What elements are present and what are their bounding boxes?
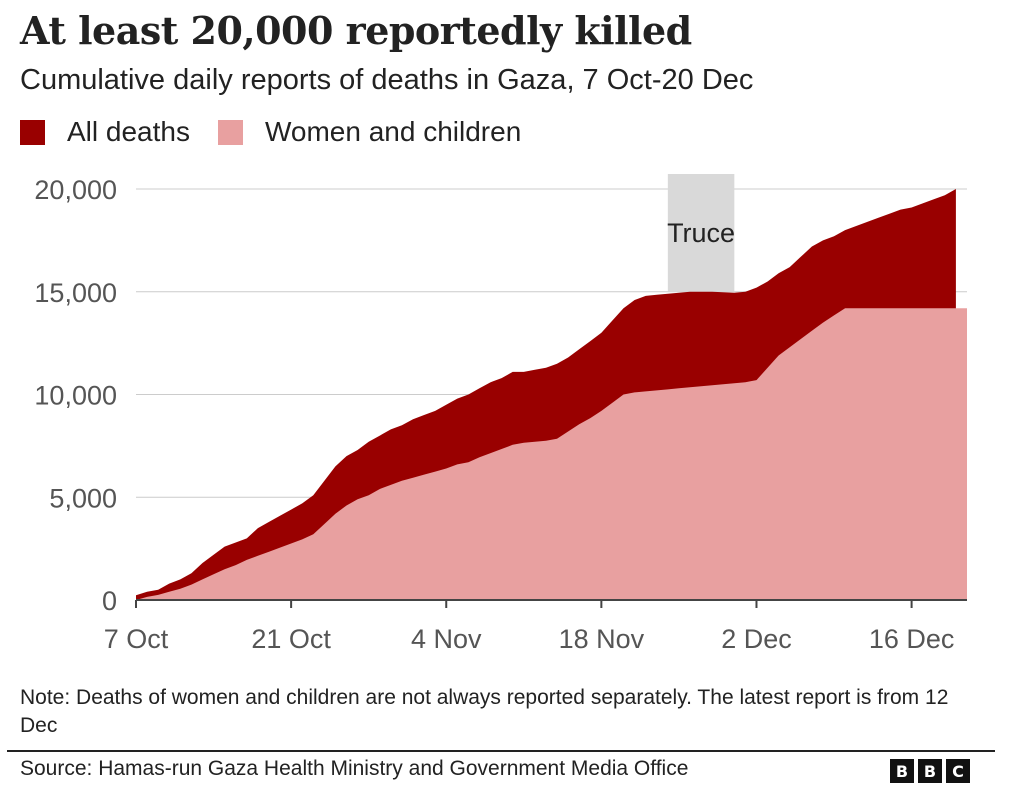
legend-label-women-children: Women and children [264, 116, 522, 147]
bbc-logo-letter: B [890, 759, 914, 783]
bbc-logo-letter: C [946, 759, 970, 783]
legend-item-all-deaths: All deaths [20, 116, 190, 148]
legend-label-all-deaths: All deaths [67, 116, 190, 147]
legend-swatch-all-deaths [20, 119, 45, 145]
truce-band [667, 174, 735, 292]
x-tick-label: 4 Nov [411, 624, 482, 654]
truce-label: Truce [667, 218, 735, 248]
x-tick-label: 7 Oct [104, 624, 169, 654]
chart-subtitle: Cumulative daily reports of deaths in Ga… [20, 64, 754, 96]
chart-note: Note: Deaths of women and children are n… [20, 686, 949, 737]
x-tick-label: 18 Nov [559, 624, 645, 654]
y-tick-label: 0 [102, 586, 117, 616]
y-tick-label: 5,000 [49, 483, 117, 513]
chart-title: At least 20,000 reportedly killed [20, 8, 692, 53]
legend: All deaths Women and children [20, 116, 549, 148]
bbc-logo: B B C [890, 759, 974, 783]
chart-source: Source: Hamas-run Gaza Health Ministry a… [20, 757, 689, 780]
area-chart: Truce 0 5,000 10,000 15,000 20,000 7 Oct 21 Oct… [34, 174, 967, 654]
footer-divider [7, 750, 995, 752]
area-women-children [136, 308, 967, 600]
legend-swatch-women-children [217, 119, 243, 145]
legend-item-women-children: Women and children [217, 116, 522, 148]
y-tick-label: 15,000 [34, 278, 117, 308]
y-tick-label: 10,000 [34, 381, 117, 411]
y-tick-label: 20,000 [34, 175, 117, 205]
bbc-logo-letter: B [918, 759, 942, 783]
x-tick-label: 2 Dec [721, 624, 792, 654]
x-tick-label: 21 Oct [251, 624, 331, 654]
x-tick-label: 16 Dec [869, 624, 955, 654]
